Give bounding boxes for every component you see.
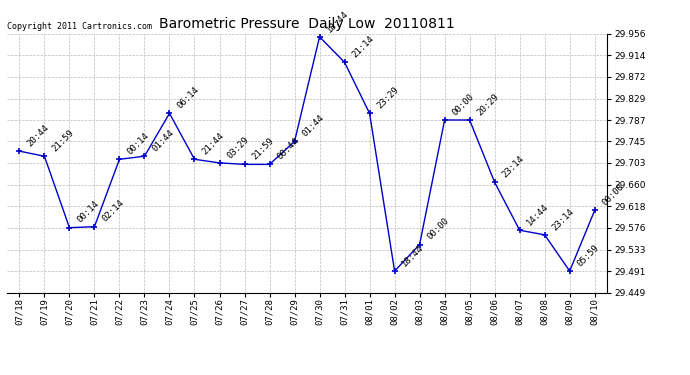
Text: 00:14: 00:14 xyxy=(75,200,100,225)
Text: 00:00: 00:00 xyxy=(450,92,475,117)
Text: 06:14: 06:14 xyxy=(175,85,200,111)
Text: 21:59: 21:59 xyxy=(250,136,275,162)
Text: 21:59: 21:59 xyxy=(50,128,75,153)
Text: 03:29: 03:29 xyxy=(225,135,250,160)
Text: 20:29: 20:29 xyxy=(475,92,500,117)
Text: 02:14: 02:14 xyxy=(100,198,126,224)
Title: Barometric Pressure  Daily Low  20110811: Barometric Pressure Daily Low 20110811 xyxy=(159,17,455,31)
Text: Copyright 2011 Cartronics.com: Copyright 2011 Cartronics.com xyxy=(7,22,152,31)
Text: 00:00: 00:00 xyxy=(600,182,626,207)
Text: 01:44: 01:44 xyxy=(150,128,175,153)
Text: 23:14: 23:14 xyxy=(550,207,575,232)
Text: 00:44: 00:44 xyxy=(275,136,300,162)
Text: 20:44: 20:44 xyxy=(25,123,50,148)
Text: 05:59: 05:59 xyxy=(575,243,600,268)
Text: 18:44: 18:44 xyxy=(325,9,351,34)
Text: 00:00: 00:00 xyxy=(425,216,451,242)
Text: 23:14: 23:14 xyxy=(500,154,526,180)
Text: 14:44: 14:44 xyxy=(525,202,551,228)
Text: 01:44: 01:44 xyxy=(300,113,326,139)
Text: 21:44: 21:44 xyxy=(200,131,226,156)
Text: 00:14: 00:14 xyxy=(125,131,150,156)
Text: 21:14: 21:14 xyxy=(350,34,375,60)
Text: 23:29: 23:29 xyxy=(375,85,400,111)
Text: 18:44: 18:44 xyxy=(400,243,426,268)
